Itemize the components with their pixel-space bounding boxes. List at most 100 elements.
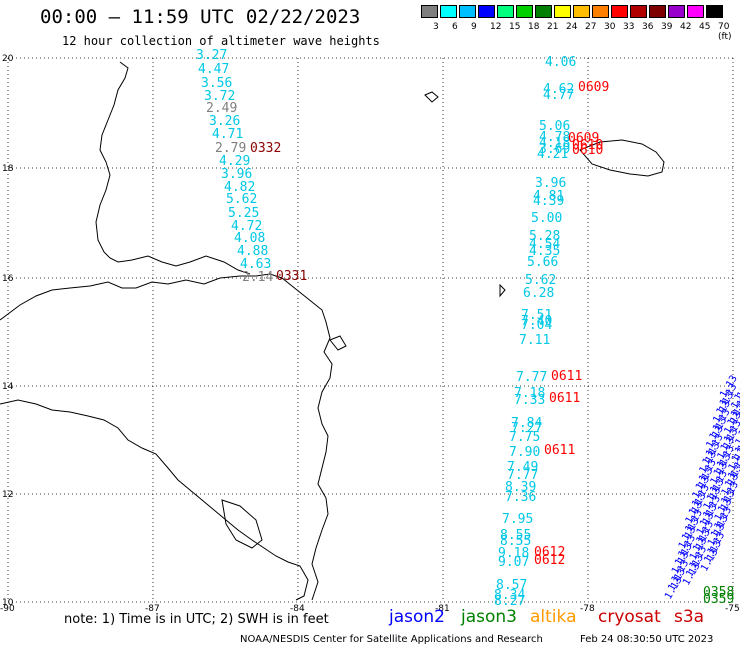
swh-value: 7.95 <box>502 512 534 527</box>
swh-value: 3.96 <box>221 167 253 182</box>
swh-value: 2.14 <box>242 270 274 285</box>
island-coastline-3 <box>424 91 439 103</box>
latitude-label: 16 <box>2 274 14 284</box>
legend-swatch <box>630 5 647 18</box>
satellite-altika: altika <box>530 607 577 627</box>
legend-label: 33 <box>623 22 635 32</box>
swh-value: 4.72 <box>231 219 263 234</box>
swh-value: 4.71 <box>212 127 244 142</box>
time-label: 0331 <box>276 269 308 284</box>
time-label: 0332 <box>250 141 282 156</box>
latitude-label: 20 <box>2 54 14 64</box>
legend-label: 30 <box>604 22 616 32</box>
legend-swatch <box>535 5 552 18</box>
swh-value: 7.11 <box>519 333 551 348</box>
legend-swatch <box>649 5 666 18</box>
swh-value: 3.27 <box>196 48 228 63</box>
satellite-cryosat: cryosat <box>598 607 661 627</box>
jason2-diagonal-track: 1.131.131.131.131.131.131.131.131.131.13… <box>663 374 740 602</box>
time-label: 0609 <box>568 131 600 146</box>
swh-value: 7.04 <box>521 318 553 333</box>
jason2-swh-mark: 1.13 <box>729 385 740 411</box>
swh-value: 5.06 <box>539 119 571 134</box>
swh-value: 3.69 <box>539 142 571 157</box>
legend-label: 39 <box>661 22 673 32</box>
legend-swatch <box>478 5 495 18</box>
island-coastline-1 <box>221 499 263 549</box>
swh-value: 7.75 <box>509 430 541 445</box>
graticule <box>7 57 734 603</box>
swh-value: 5.28 <box>529 229 561 244</box>
legend-label: 36 <box>642 22 654 32</box>
satellite-jason2: jason2 <box>389 607 445 627</box>
swh-value: 8.39 <box>505 480 537 495</box>
axis-labels: -90 -87 -84 -81 -78 -75 20 18 16 14 12 10 <box>0 54 740 614</box>
legend-swatch <box>440 5 457 18</box>
island-coastline-5 <box>499 283 506 298</box>
swh-value: 8.57 <box>496 578 528 593</box>
legend-swatch <box>554 5 571 18</box>
time-label: 0612 <box>534 553 566 568</box>
swh-value: 4.35 <box>529 244 561 259</box>
swh-value: 9.07 <box>498 555 530 570</box>
swh-value: 5.62 <box>525 273 557 288</box>
legend-swatch <box>497 5 514 18</box>
legend-label: 15 <box>509 22 521 32</box>
swh-value: 4.78 <box>539 130 571 145</box>
legend-label: 6 <box>452 22 458 32</box>
time-label: 0610 <box>572 138 604 153</box>
mainland-coastline <box>0 399 309 601</box>
swh-value: 4.82 <box>224 180 256 195</box>
swh-value: 7.33 <box>514 393 546 408</box>
legend-label: 70 (ft) <box>718 22 732 42</box>
swh-value: 4.06 <box>545 55 577 70</box>
legend-label: 42 <box>680 22 692 32</box>
page-title: 00:00 – 11:59 UTC 02/22/2023 <box>40 6 361 28</box>
swh-value: 7.27 <box>511 421 543 436</box>
time-label: 0611 <box>544 443 576 458</box>
legend-swatch <box>592 5 609 18</box>
swh-value: 4.81 <box>533 189 565 204</box>
time-label: 0358 <box>703 585 735 600</box>
island-coastline-4 <box>329 335 347 351</box>
legend-label: 45 <box>699 22 711 32</box>
swh-value: 4.63 <box>240 257 272 272</box>
legend-swatch <box>668 5 685 18</box>
swh-value: 2.49 <box>206 101 238 116</box>
legend-swatch <box>611 5 628 18</box>
jason2-swh-mark: 1.13 <box>733 430 740 456</box>
cuba-coastline <box>95 61 251 275</box>
longitude-label: -78 <box>580 604 595 614</box>
swh-value: 7.36 <box>505 490 537 505</box>
time-label: 0609 <box>578 80 610 95</box>
swh-value: 8.34 <box>494 588 526 603</box>
legend-swatch <box>459 5 476 18</box>
swh-value: 4.21 <box>537 147 569 162</box>
legend-swatch <box>516 5 533 18</box>
swh-value: 7.77 <box>507 468 539 483</box>
longitude-label: -90 <box>0 604 15 614</box>
satellite-s3a: s3a <box>674 607 705 627</box>
swh-value: 4.77 <box>543 88 575 103</box>
legend-swatch <box>687 5 704 18</box>
coastline <box>0 61 665 601</box>
swh-value: 2.79 <box>215 141 247 156</box>
swh-value: 7.40 <box>521 314 553 329</box>
longitude-label: -81 <box>435 604 450 614</box>
swh-value: 4.62 <box>543 82 575 97</box>
swh-value: 7.90 <box>509 445 541 460</box>
swh-value: 4.18 <box>539 136 571 151</box>
legend-swatch <box>421 5 438 18</box>
footer-timestamp: Feb 24 08:30:50 UTC 2023 <box>580 634 714 645</box>
swh-value: 7.18 <box>514 386 546 401</box>
legend-label: 3 <box>433 22 439 32</box>
yucatan-coastline <box>0 273 333 601</box>
legend-label: 21 <box>547 22 559 32</box>
time-label: 0359 <box>703 592 735 607</box>
legend-label: 9 <box>471 22 477 32</box>
legend-label: 27 <box>585 22 597 32</box>
latitude-label: 14 <box>2 382 14 392</box>
units-note: note: 1) Time is in UTC; 2) SWH is in fe… <box>64 612 329 627</box>
